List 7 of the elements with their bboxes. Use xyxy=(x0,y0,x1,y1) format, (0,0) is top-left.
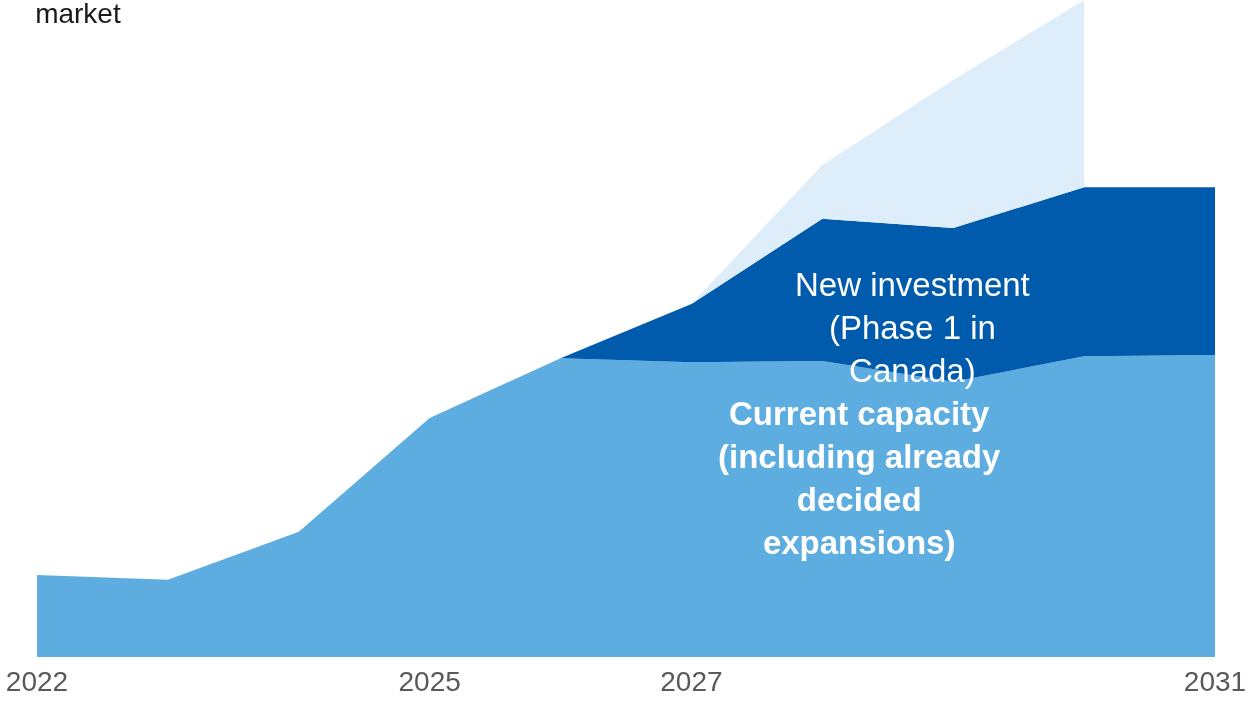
chart-title: market xyxy=(35,0,121,30)
x-tick-label: 2031 xyxy=(1183,665,1247,697)
x-tick-label: 2022 xyxy=(5,665,69,697)
series-label: New investment (Phase 1 in Canada) xyxy=(795,266,1030,389)
series-label: Current capacity (including already decided expansions) xyxy=(718,395,1002,561)
x-tick-label: 2027 xyxy=(660,665,723,697)
x-tick-label: 2025 xyxy=(398,665,461,697)
